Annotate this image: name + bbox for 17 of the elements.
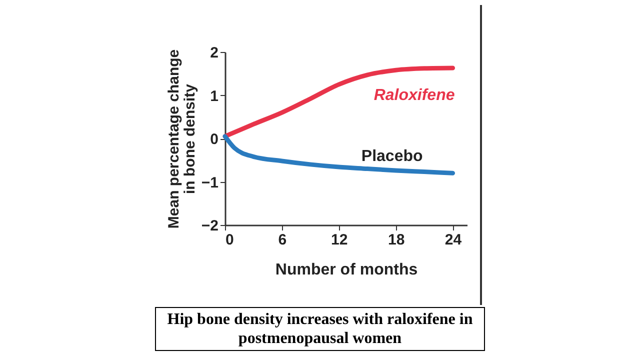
y-tick-label: −2	[201, 218, 218, 234]
x-tick-label: 12	[331, 232, 348, 248]
x-tick-label: 18	[388, 232, 405, 248]
series-label: Placebo	[361, 148, 423, 166]
x-tick-label: 24	[444, 232, 462, 248]
x-axis-title: Number of months	[275, 262, 418, 278]
line-series	[222, 134, 456, 176]
y-tick-label: 1	[210, 88, 218, 105]
y-tick-label: 0	[210, 131, 218, 148]
line-series	[222, 66, 456, 139]
y-axis-title: Mean percentage change in bone density	[165, 49, 198, 229]
series-label: Raloxifene	[374, 87, 455, 104]
x-tick-label: 6	[278, 232, 287, 248]
text: Hip bone density increases with raloxifene in postmenopausal women	[166, 310, 474, 348]
x-tick-label: 0	[226, 232, 234, 248]
y-tick-label: −1	[201, 174, 218, 192]
y-tick-label: 2	[210, 44, 218, 62]
